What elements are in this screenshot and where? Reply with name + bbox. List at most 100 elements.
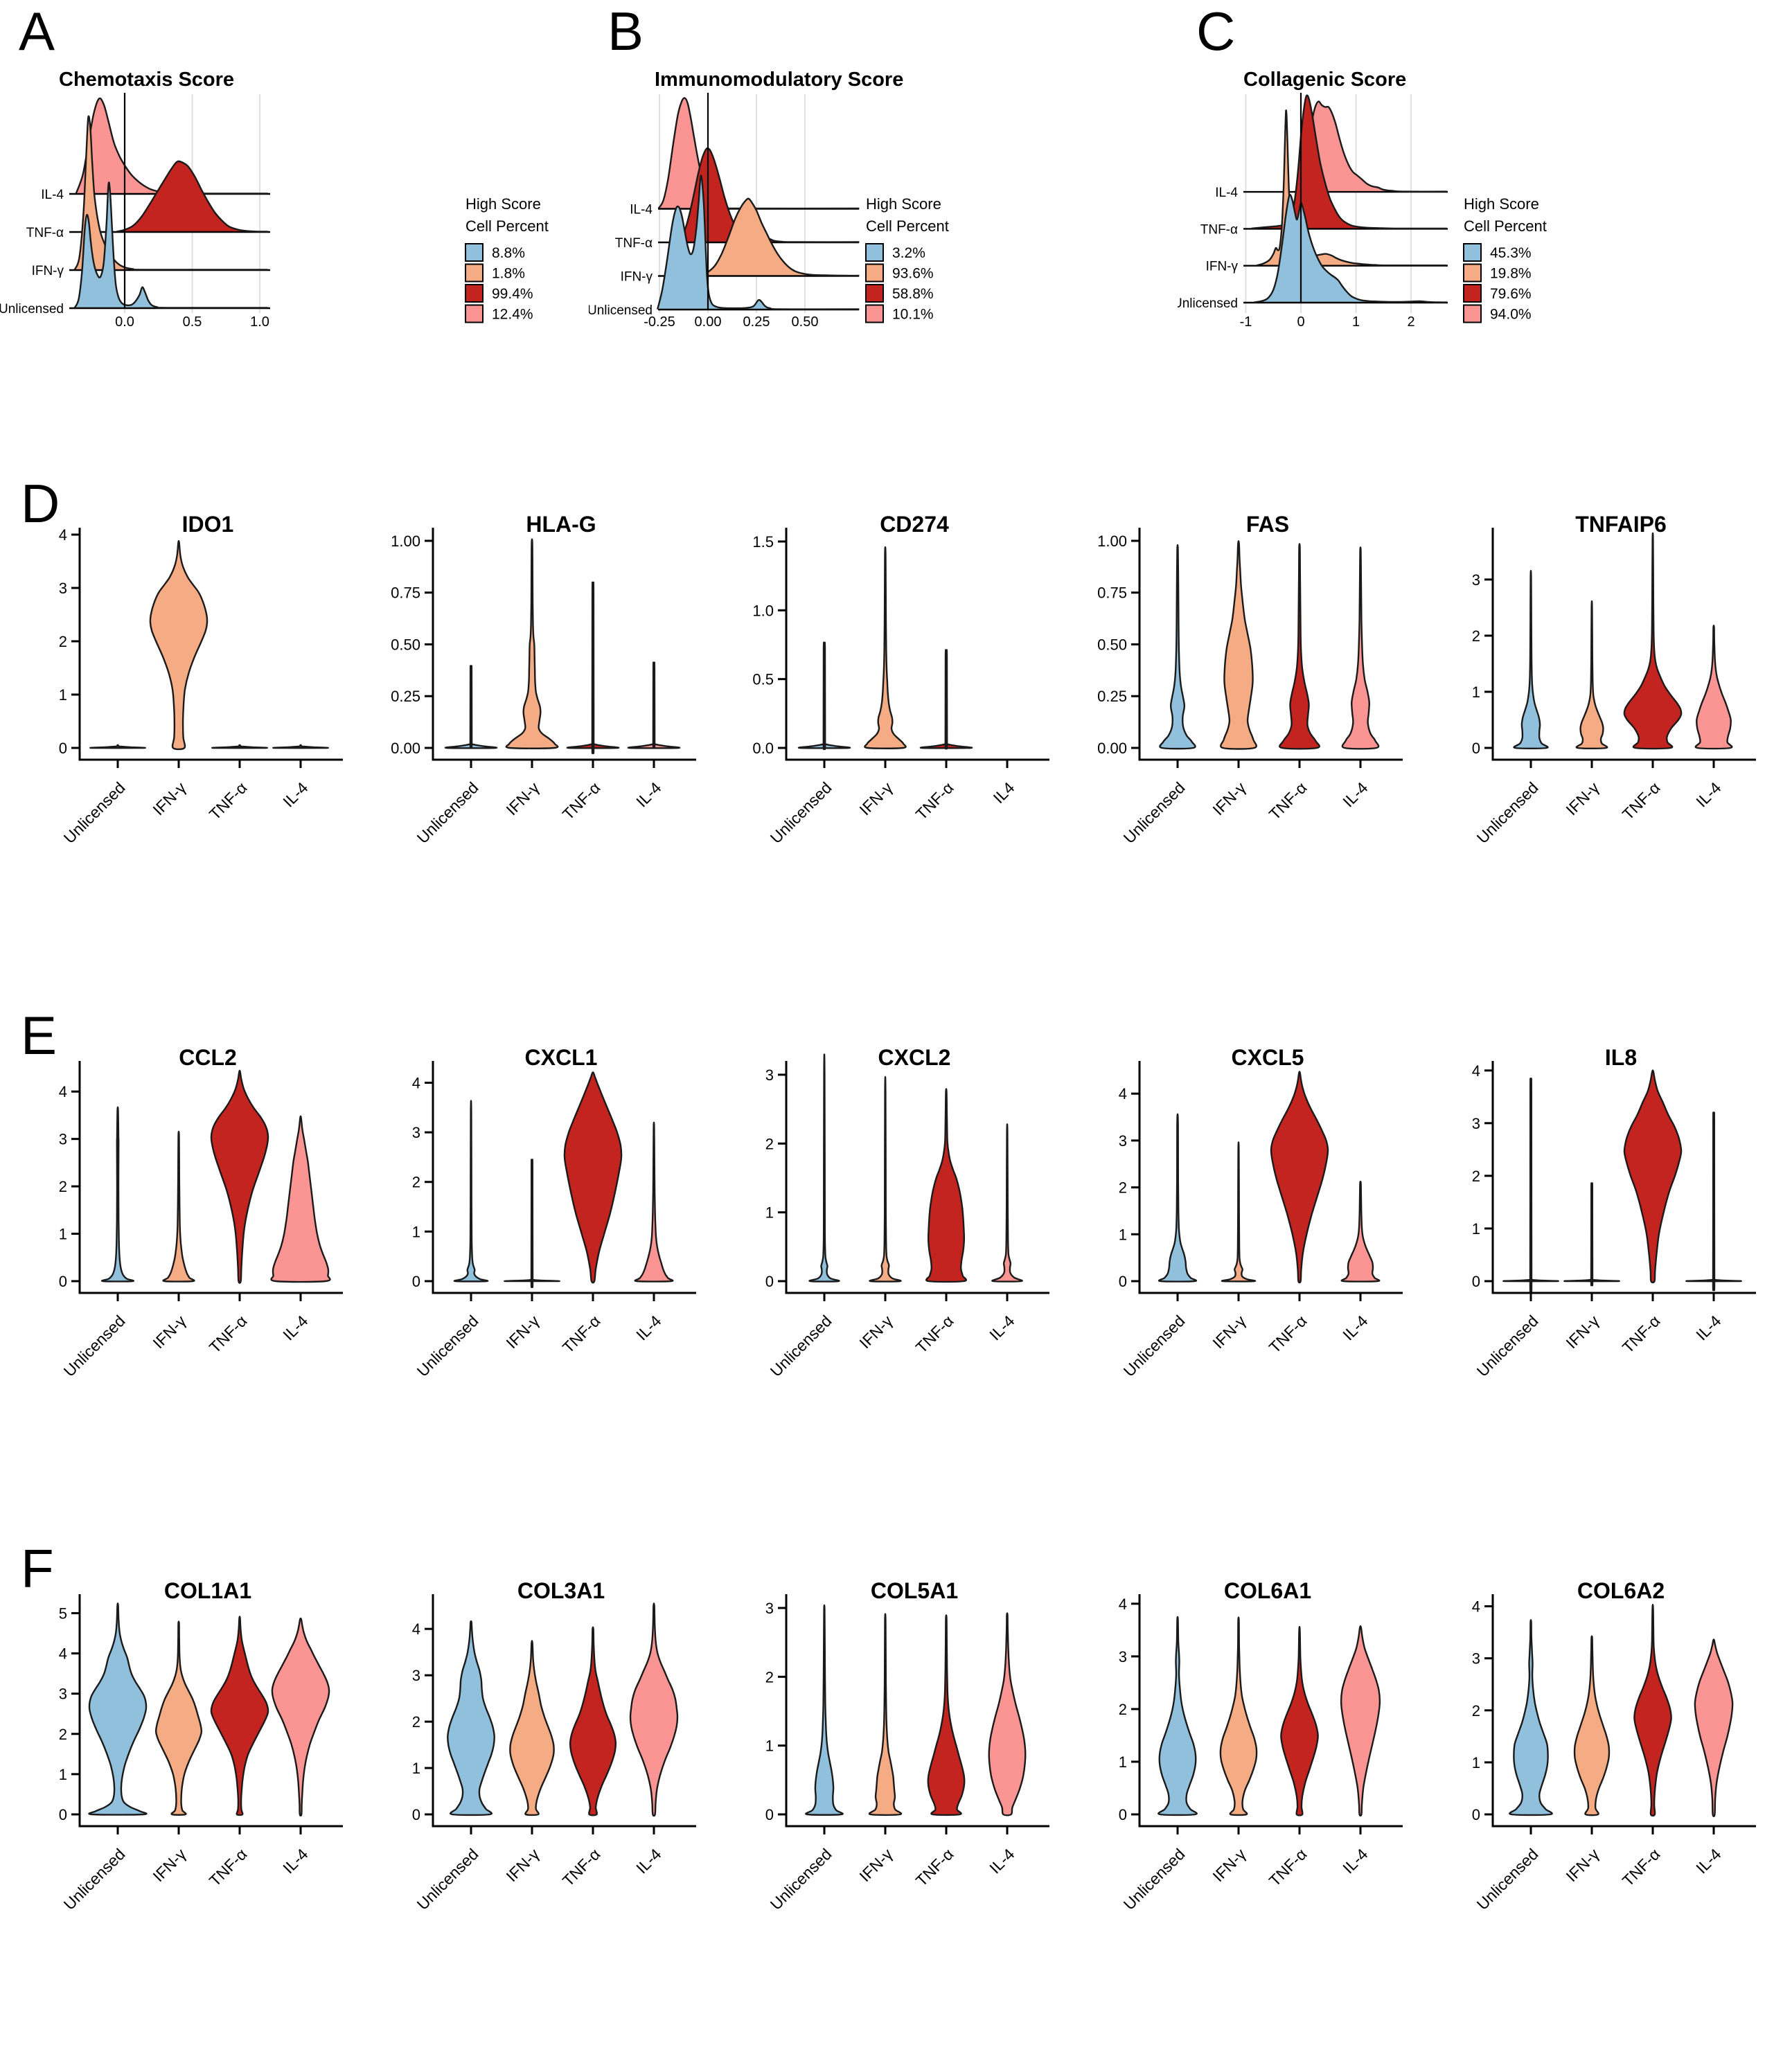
svg-text:0: 0 <box>1297 314 1304 330</box>
violin-chart-CXCL2: CXCL2 0 1 2 3 Unlicensed IFN-γ TNF-α IL-4 <box>707 1004 1060 1537</box>
svg-text:FAS: FAS <box>1246 512 1289 537</box>
svg-text:Immunomodulatory Score: Immunomodulatory Score <box>655 69 903 91</box>
svg-text:10.1%: 10.1% <box>892 307 934 323</box>
svg-text:1: 1 <box>1119 1753 1127 1771</box>
svg-text:4: 4 <box>1119 1596 1127 1613</box>
svg-text:Unlicensed: Unlicensed <box>1178 296 1238 311</box>
svg-text:IFN-γ: IFN-γ <box>149 1312 189 1352</box>
violin-chart-HLA-G: HLA-G 0.00 0.25 0.50 0.75 1.00 Unlicensed IFN-γ… <box>353 471 707 1004</box>
svg-text:CD274: CD274 <box>880 512 949 537</box>
svg-text:CXCL1: CXCL1 <box>525 1045 598 1070</box>
svg-text:1: 1 <box>1119 1226 1127 1243</box>
svg-text:1: 1 <box>1472 684 1480 701</box>
svg-text:19.8%: 19.8% <box>1490 266 1532 282</box>
svg-text:1: 1 <box>412 1223 420 1240</box>
svg-text:Unlicensed: Unlicensed <box>767 1845 835 1913</box>
svg-text:1: 1 <box>1352 314 1360 330</box>
svg-text:Collagenic Score: Collagenic Score <box>1243 69 1406 91</box>
svg-text:IFN-γ: IFN-γ <box>32 264 64 278</box>
svg-text:0: 0 <box>412 1273 420 1290</box>
svg-text:IL-4: IL-4 <box>1339 1845 1372 1877</box>
violin-chart-COL6A1: COL6A1 0 1 2 3 4 Unlicensed IFN-γ TNF-α IL-4 <box>1060 1537 1413 2072</box>
svg-text:Unlicensed: Unlicensed <box>414 1845 482 1913</box>
svg-text:0.00: 0.00 <box>1097 740 1127 757</box>
svg-text:High Score: High Score <box>465 195 541 213</box>
svg-text:2: 2 <box>1119 1179 1127 1197</box>
svg-text:HLA-G: HLA-G <box>526 512 596 537</box>
svg-text:0.5: 0.5 <box>183 314 202 330</box>
svg-text:High Score: High Score <box>1464 195 1539 213</box>
svg-text:Unlicensed: Unlicensed <box>60 778 129 847</box>
svg-text:IFN-γ: IFN-γ <box>502 1312 542 1352</box>
svg-text:1: 1 <box>765 1738 774 1755</box>
panel-letter-E: E <box>21 1005 57 1066</box>
svg-text:Unlicensed: Unlicensed <box>1473 778 1542 847</box>
svg-text:Unlicensed: Unlicensed <box>1120 778 1189 847</box>
svg-text:-1: -1 <box>1240 314 1252 330</box>
svg-text:Unlicensed: Unlicensed <box>767 1312 835 1380</box>
svg-text:0: 0 <box>412 1806 420 1823</box>
svg-text:IFN-γ: IFN-γ <box>1562 1845 1602 1885</box>
svg-text:4: 4 <box>59 1083 67 1100</box>
svg-text:TNF-α: TNF-α <box>912 1845 957 1890</box>
svg-text:IL-4: IL-4 <box>1339 778 1372 811</box>
svg-text:TNF-α: TNF-α <box>1619 1845 1664 1890</box>
svg-text:Unlicensed: Unlicensed <box>767 778 835 847</box>
svg-text:2: 2 <box>1407 314 1414 330</box>
svg-text:Unlicensed: Unlicensed <box>414 778 482 847</box>
svg-text:0.25: 0.25 <box>1097 688 1127 705</box>
violin-chart-CXCL1: CXCL1 0 1 2 3 4 Unlicensed IFN-γ TNF-α IL-4 <box>353 1004 707 1537</box>
svg-text:45.3%: 45.3% <box>1490 245 1532 261</box>
svg-text:TNF-α: TNF-α <box>206 778 251 823</box>
chemotaxis-score-ridgeline-chart: Unlicensed IFN-γ TNF-α IL-4 0.0 0.5 1.0 Chemota… <box>0 0 588 457</box>
svg-text:0.75: 0.75 <box>391 584 420 602</box>
svg-text:TNF-α: TNF-α <box>1266 1845 1311 1890</box>
svg-text:0.75: 0.75 <box>1097 584 1127 602</box>
svg-text:TNF-α: TNF-α <box>1266 778 1311 823</box>
svg-text:4: 4 <box>59 526 67 544</box>
svg-text:2: 2 <box>765 1668 774 1686</box>
svg-text:1: 1 <box>59 1766 67 1783</box>
svg-text:High Score: High Score <box>866 195 941 213</box>
svg-text:0.00: 0.00 <box>391 740 420 757</box>
svg-text:COL6A1: COL6A1 <box>1224 1578 1311 1603</box>
svg-text:Unlicensed: Unlicensed <box>589 303 653 318</box>
svg-text:94.0%: 94.0% <box>1490 307 1532 323</box>
violin-chart-IL8: IL8 0 1 2 3 4 Unlicensed IFN-γ TNF-α IL-4 <box>1413 1004 1765 1537</box>
svg-text:IL-4: IL-4 <box>632 778 665 811</box>
svg-text:IL-4: IL-4 <box>986 1845 1018 1877</box>
svg-text:Unlicensed: Unlicensed <box>0 302 64 316</box>
svg-text:IL-4: IL-4 <box>1692 778 1725 811</box>
svg-text:Unlicensed: Unlicensed <box>1120 1312 1189 1380</box>
svg-text:IFN-γ: IFN-γ <box>502 1845 542 1885</box>
svg-text:1.0: 1.0 <box>752 602 774 619</box>
svg-text:TNF-α: TNF-α <box>1619 778 1664 823</box>
svg-text:CCL2: CCL2 <box>179 1045 237 1070</box>
svg-text:1: 1 <box>765 1204 774 1222</box>
svg-text:2: 2 <box>412 1713 420 1731</box>
violin-chart-COL6A2: COL6A2 0 1 2 3 4 Unlicensed IFN-γ TNF-α IL-4 <box>1413 1537 1765 2072</box>
svg-text:3: 3 <box>765 1600 774 1617</box>
svg-text:3.2%: 3.2% <box>892 245 925 261</box>
svg-text:3: 3 <box>1119 1648 1127 1665</box>
violin-chart-TNFAIP6: TNFAIP6 0 1 2 3 Unlicensed IFN-γ TNF-α IL-4 <box>1413 471 1765 1004</box>
svg-text:IFN-γ: IFN-γ <box>149 1845 189 1885</box>
svg-text:0.00: 0.00 <box>695 314 722 330</box>
svg-text:0: 0 <box>1472 1806 1480 1823</box>
svg-text:79.6%: 79.6% <box>1490 286 1532 302</box>
svg-text:2: 2 <box>59 1178 67 1195</box>
panel-F-collagenic-genes: COL1A1 0 1 2 3 4 5 Unlicensed IFN-γ TNF-α IL-4 COL… <box>0 1537 1765 2072</box>
svg-text:IFN-γ: IFN-γ <box>621 270 653 285</box>
svg-text:IFN-γ: IFN-γ <box>855 1845 896 1885</box>
svg-text:4: 4 <box>412 1074 420 1091</box>
violin-chart-COL1A1: COL1A1 0 1 2 3 4 5 Unlicensed IFN-γ TNF-α IL-4 <box>0 1537 353 2072</box>
panel-D-immunomodulatory-genes: IDO1 0 1 2 3 4 Unlicensed IFN-γ TNF-α IL-4 HLA-G 0… <box>0 471 1765 1004</box>
svg-text:IFN-γ: IFN-γ <box>502 778 542 819</box>
svg-text:0: 0 <box>1472 1273 1480 1290</box>
svg-text:0: 0 <box>1119 1806 1127 1823</box>
svg-text:1.00: 1.00 <box>391 533 420 550</box>
svg-text:1: 1 <box>1472 1754 1480 1771</box>
svg-text:-0.25: -0.25 <box>644 314 675 330</box>
svg-text:0: 0 <box>59 740 67 757</box>
svg-text:0: 0 <box>1119 1273 1127 1290</box>
